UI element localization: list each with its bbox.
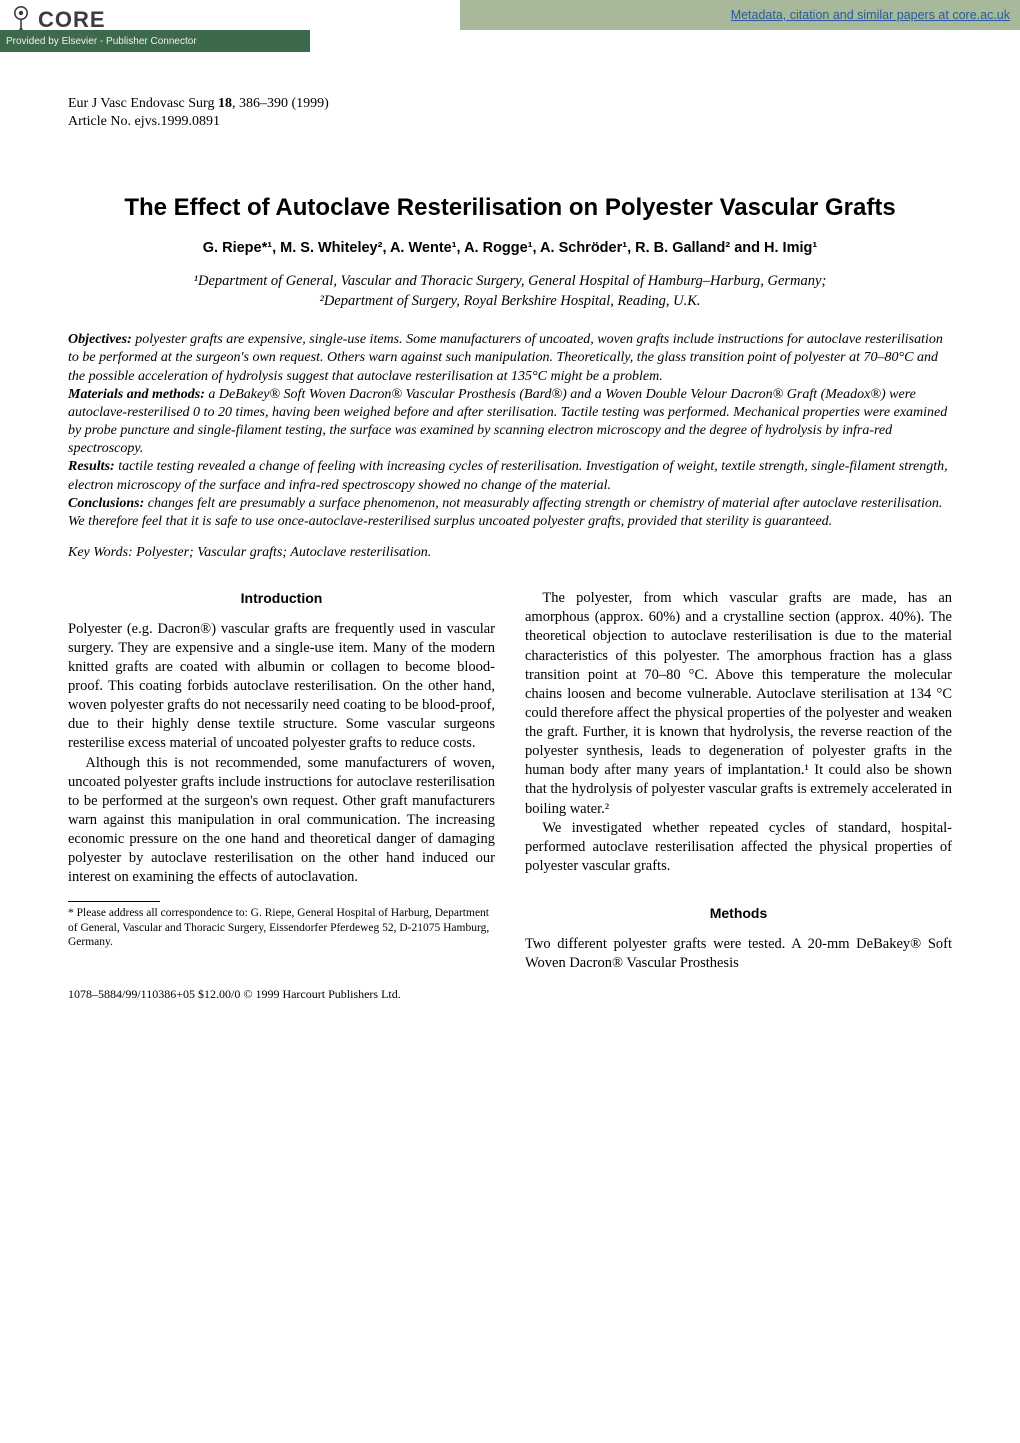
article-number: Article No. ejvs.1999.0891 [68,114,952,130]
methods-paragraph-1: Two different polyester grafts were test… [525,935,952,973]
intro-paragraph-1: Polyester (e.g. Dacron®) vascular grafts… [68,620,495,754]
body-columns: Introduction Polyester (e.g. Dacron®) va… [68,589,952,973]
keywords: Key Words: Polyester; Vascular grafts; A… [68,545,952,561]
affiliations: ¹Department of General, Vascular and Tho… [68,272,952,311]
right-paragraph-2: We investigated whether repeated cycles … [525,819,952,876]
footnote-rule [68,901,160,902]
abstract-conclusions-label: Conclusions: [68,496,144,511]
abstract-results-label: Results: [68,459,115,474]
journal-volume: 18 [218,96,232,111]
introduction-heading: Introduction [68,589,495,607]
provided-by-text: Provided by Elsevier - Publisher Connect… [6,36,197,47]
abstract-results: tactile testing revealed a change of fee… [68,459,948,492]
author-list: G. Riepe*¹, M. S. Whiteley², A. Wente¹, … [68,240,952,256]
abstract-materials-label: Materials and methods: [68,387,205,402]
journal-ref-suffix: , 386–390 (1999) [232,96,329,111]
left-column: Introduction Polyester (e.g. Dacron®) va… [68,589,495,973]
journal-ref-prefix: Eur J Vasc Endovasc Surg [68,96,218,111]
core-banner: CORE Metadata, citation and similar pape… [0,0,1020,56]
intro-paragraph-2: Although this is not recommended, some m… [68,754,495,888]
abstract-conclusions: changes felt are presumably a surface ph… [68,496,942,529]
right-column: The polyester, from which vascular graft… [525,589,952,973]
right-paragraph-1: The polyester, from which vascular graft… [525,589,952,819]
metadata-link[interactable]: Metadata, citation and similar papers at… [731,8,1010,22]
provided-by-bar: Provided by Elsevier - Publisher Connect… [0,30,310,52]
abstract-objectives-label: Objectives: [68,332,132,347]
correspondence-footnote: * Please address all correspondence to: … [68,906,495,949]
abstract: Objectives: polyester grafts are expensi… [68,331,952,531]
abstract-objectives: polyester grafts are expensive, single-u… [68,332,943,383]
copyright-line: 1078–5884/99/110386+05 $12.00/0 © 1999 H… [68,987,952,1002]
core-metadata-bar: Metadata, citation and similar papers at… [460,0,1020,30]
paper-title: The Effect of Autoclave Resterilisation … [68,194,952,222]
methods-heading: Methods [525,904,952,922]
affiliation-1: ¹Department of General, Vascular and Tho… [194,273,827,289]
affiliation-2: ²Department of Surgery, Royal Berkshire … [319,293,700,309]
paper-page: Eur J Vasc Endovasc Surg 18, 386–390 (19… [0,70,1020,1443]
journal-reference: Eur J Vasc Endovasc Surg 18, 386–390 (19… [68,96,952,112]
